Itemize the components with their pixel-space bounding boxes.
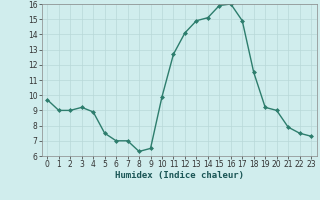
X-axis label: Humidex (Indice chaleur): Humidex (Indice chaleur) [115, 171, 244, 180]
